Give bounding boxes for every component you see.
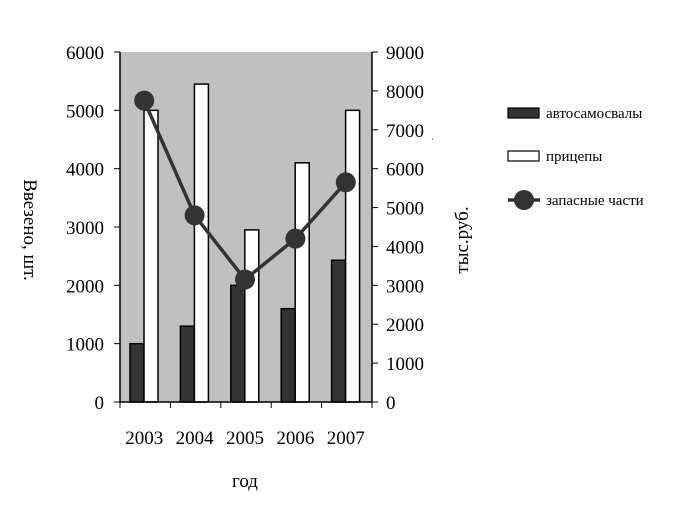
bar-trailers-2005 bbox=[244, 229, 260, 403]
bar-trailers-2003 bbox=[143, 109, 159, 403]
x-tick-label: 2006 bbox=[276, 428, 314, 449]
bar-dump-trucks-2007 bbox=[330, 259, 347, 403]
legend-item: запасные части bbox=[508, 190, 644, 210]
bar-dump-trucks-2006 bbox=[280, 307, 296, 403]
y2-tick-label: 0 bbox=[386, 393, 396, 414]
y-tick-label: 6000 bbox=[66, 43, 104, 64]
legend-swatch bbox=[507, 150, 540, 162]
bar-trailers-2007 bbox=[344, 109, 361, 403]
y2-tick-label: 1000 bbox=[386, 354, 424, 375]
y2-axis-label-line1: Ввезено запасных частей, bbox=[414, 136, 435, 345]
point-spare-parts-2007 bbox=[335, 172, 356, 193]
y2-tick-label: 2000 bbox=[386, 315, 424, 336]
y2-tick-label: 9000 bbox=[386, 43, 424, 64]
x-tick-label: 2003 bbox=[125, 428, 163, 449]
y-tick-label: 2000 bbox=[66, 276, 104, 297]
legend-label: прицепы bbox=[546, 149, 602, 165]
legend-swatch bbox=[507, 107, 540, 119]
legend: автосамосвалы прицепы запасные части bbox=[507, 106, 644, 210]
legend-marker-icon bbox=[514, 190, 534, 210]
point-spare-parts-2003 bbox=[134, 90, 155, 111]
y2-tick-label: 4000 bbox=[386, 237, 424, 258]
legend-label: автосамосвалы bbox=[546, 106, 642, 122]
bar-dump-trucks-2004 bbox=[179, 325, 196, 403]
point-spare-parts-2004 bbox=[184, 205, 205, 226]
legend-item: прицепы bbox=[507, 149, 602, 165]
bar-dump-trucks-2003 bbox=[129, 342, 145, 403]
point-spare-parts-2006 bbox=[285, 228, 306, 249]
legend-item: автосамосвалы bbox=[507, 106, 642, 122]
bar-trailers-2004 bbox=[193, 83, 210, 403]
y2-tick-label: 3000 bbox=[386, 276, 424, 297]
y2-tick-label: 5000 bbox=[386, 199, 424, 220]
y-tick-label: 1000 bbox=[66, 335, 104, 356]
bar-trailers-2006 bbox=[294, 162, 310, 403]
point-spare-parts-2005 bbox=[235, 269, 255, 290]
y2-axis-label-line2: тыс.руб. bbox=[452, 206, 473, 273]
y-tick-label: 5000 bbox=[66, 101, 104, 122]
y2-tick-label: 8000 bbox=[386, 82, 424, 103]
y-axis-label: Ввезено, шт. bbox=[19, 179, 40, 281]
legend-label: запасные части bbox=[546, 193, 644, 209]
y2-tick-label: 7000 bbox=[386, 121, 424, 142]
x-axis-label: год bbox=[232, 471, 258, 492]
y2-tick-label: 6000 bbox=[386, 160, 424, 181]
bar-dump-trucks-2005 bbox=[230, 284, 246, 403]
x-tick-label: 2007 bbox=[327, 428, 365, 449]
x-tick-label: 2005 bbox=[226, 428, 264, 449]
y-tick-label: 3000 bbox=[66, 218, 104, 239]
y-tick-label: 0 bbox=[95, 393, 105, 414]
y-tick-label: 4000 bbox=[66, 160, 104, 181]
x-tick-label: 2004 bbox=[176, 428, 215, 449]
